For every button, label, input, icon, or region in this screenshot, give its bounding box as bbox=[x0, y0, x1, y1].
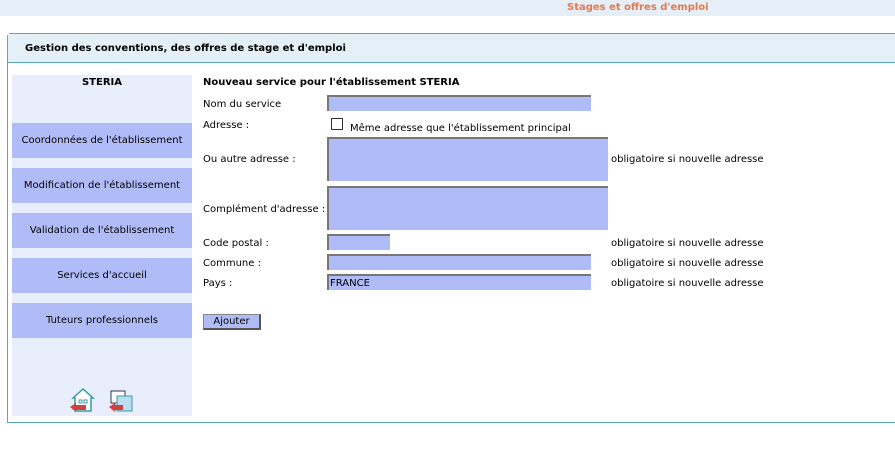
autre-adresse-textarea[interactable] bbox=[327, 137, 608, 181]
complement-label: Complément d'adresse : bbox=[203, 204, 326, 215]
sidebar-item-label: Tuteurs professionnels bbox=[45, 315, 158, 326]
company-name: STERIA bbox=[81, 77, 122, 88]
same-address-checkbox[interactable] bbox=[331, 118, 343, 130]
cp-note: obligatoire si nouvelle adresse bbox=[611, 238, 764, 249]
complement-textarea[interactable] bbox=[327, 186, 608, 230]
sidebar-item-label: Services d'accueil bbox=[57, 270, 147, 281]
autre-note: obligatoire si nouvelle adresse bbox=[611, 154, 764, 165]
pays-note: obligatoire si nouvelle adresse bbox=[611, 278, 764, 289]
top-band bbox=[0, 0, 895, 16]
nom-label: Nom du service bbox=[203, 99, 282, 110]
commune-note: obligatoire si nouvelle adresse bbox=[611, 258, 764, 269]
same-address-label: Même adresse que l'établissement princip… bbox=[350, 123, 571, 134]
adresse-label: Adresse : bbox=[203, 120, 250, 131]
establishment-back-icon[interactable] bbox=[109, 387, 135, 413]
commune-label: Commune : bbox=[203, 258, 261, 269]
autre-adresse-label: Ou autre adresse : bbox=[203, 154, 296, 165]
sidebar-item-label: Coordonnées de l'établissement bbox=[21, 135, 183, 146]
app-title: Stages et offres d'emploi bbox=[567, 2, 709, 13]
home-back-icon[interactable] bbox=[70, 387, 96, 413]
sidebar-item-label: Validation de l'établissement bbox=[29, 225, 175, 236]
ajouter-button[interactable]: Ajouter bbox=[203, 314, 261, 330]
sidebar-item-label: Modification de l'établissement bbox=[23, 180, 181, 191]
nom-service-input[interactable] bbox=[327, 95, 591, 111]
panel-title: Gestion des conventions, des offres de s… bbox=[25, 43, 346, 54]
sidebar-item-tuteurs[interactable]: Tuteurs professionnels bbox=[12, 303, 192, 338]
sidebar-item-validation[interactable]: Validation de l'établissement bbox=[12, 213, 192, 248]
main-panel bbox=[7, 33, 895, 423]
sidebar-item-services[interactable]: Services d'accueil bbox=[12, 258, 192, 293]
pays-label: Pays : bbox=[203, 278, 233, 289]
sidebar-item-coordonnees[interactable]: Coordonnées de l'établissement bbox=[12, 123, 192, 158]
code-postal-input[interactable] bbox=[327, 234, 390, 250]
cp-label: Code postal : bbox=[203, 238, 269, 249]
pays-input[interactable] bbox=[327, 274, 591, 290]
form-title: Nouveau service pour l'établissement STE… bbox=[203, 77, 460, 88]
commune-input[interactable] bbox=[327, 254, 591, 270]
panel-header bbox=[8, 34, 895, 63]
sidebar-item-modification[interactable]: Modification de l'établissement bbox=[12, 168, 192, 203]
